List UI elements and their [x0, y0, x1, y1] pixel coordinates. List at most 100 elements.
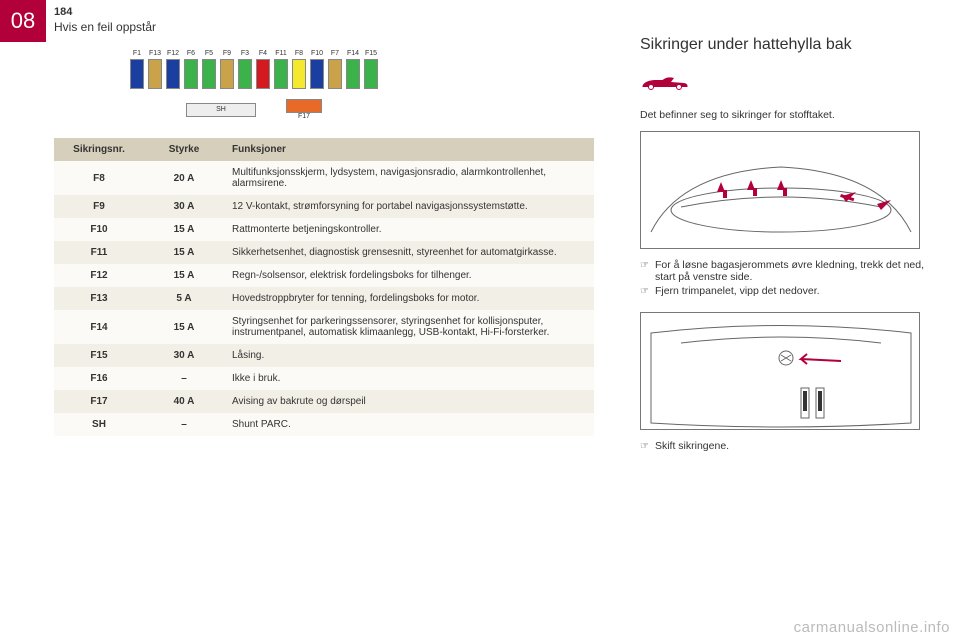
bullet-item: ☞ Skift sikringene.: [640, 440, 930, 453]
table-cell: 30 A: [144, 344, 224, 367]
fuse-block: [166, 59, 180, 89]
bullet-icon: ☞: [640, 440, 649, 453]
th-funksjoner: Funksjoner: [224, 138, 594, 161]
table-cell: Styringsenhet for parkeringssensorer, st…: [224, 310, 594, 344]
table-cell: F15: [54, 344, 144, 367]
page-subtitle: Hvis en feil oppstår: [54, 20, 156, 34]
fuse-label: F10: [310, 50, 324, 57]
fuse-label: F6: [184, 50, 198, 57]
right-title: Sikringer under hattehylla bak: [640, 36, 930, 54]
table-row: F1115 ASikkerhetsenhet, diagnostisk gren…: [54, 241, 594, 264]
table-row: F16–Ikke i bruk.: [54, 367, 594, 390]
sh-box: SH: [186, 103, 256, 117]
table-cell: 15 A: [144, 241, 224, 264]
table-cell: –: [144, 413, 224, 436]
table-cell: F10: [54, 218, 144, 241]
fuse-label: F4: [256, 50, 270, 57]
table-cell: 15 A: [144, 310, 224, 344]
table-cell: Multifunksjonsskjerm, lydsystem, navigas…: [224, 161, 594, 195]
table-row: F135 AHovedstroppbryter for tenning, for…: [54, 287, 594, 310]
fuse-row: [84, 59, 424, 89]
fuse-label: F11: [274, 50, 288, 57]
bullet-item: ☞ Fjern trimpanelet, vipp det nedover.: [640, 285, 930, 298]
right-column: Sikringer under hattehylla bak Det befin…: [640, 36, 930, 467]
bullet-text: Fjern trimpanelet, vipp det nedover.: [655, 285, 820, 298]
table-cell: Avising av bakrute og dørspeil: [224, 390, 594, 413]
fuse-label: F3: [238, 50, 252, 57]
table-cell: 15 A: [144, 218, 224, 241]
table-cell: Låsing.: [224, 344, 594, 367]
table-row: SH–Shunt PARC.: [54, 413, 594, 436]
table-row: F930 A12 V-kontakt, strømforsyning for p…: [54, 195, 594, 218]
fuse-block: [364, 59, 378, 89]
table-cell: 5 A: [144, 287, 224, 310]
fuse-label: F9: [220, 50, 234, 57]
fuse-block: [238, 59, 252, 89]
table-cell: F17: [54, 390, 144, 413]
fuse-block: [220, 59, 234, 89]
table-cell: F14: [54, 310, 144, 344]
illustration-bottom: [640, 312, 920, 430]
f17-wrap: F17: [286, 99, 322, 120]
bullets-group-2: ☞ Skift sikringene.: [640, 440, 930, 453]
fuse-block: [274, 59, 288, 89]
table-row: F1215 ARegn-/solsensor, elektrisk fordel…: [54, 264, 594, 287]
page-number: 184: [54, 6, 156, 18]
table-cell: F13: [54, 287, 144, 310]
table-cell: F8: [54, 161, 144, 195]
table-cell: Regn-/solsensor, elektrisk fordelingsbok…: [224, 264, 594, 287]
table-cell: –: [144, 367, 224, 390]
table-cell: F12: [54, 264, 144, 287]
fuse-diagram: F1F13F12F6F5F9F3F4F11F8F10F7F14F15 SH F1…: [84, 50, 424, 120]
right-note: Det befinner seg to sikringer for stofft…: [640, 109, 930, 121]
bullet-icon: ☞: [640, 259, 649, 283]
table-cell: F11: [54, 241, 144, 264]
left-column: F1F13F12F6F5F9F3F4F11F8F10F7F14F15 SH F1…: [54, 50, 594, 436]
table-cell: Sikkerhetsenhet, diagnostisk grensesnitt…: [224, 241, 594, 264]
fuse-label: F8: [292, 50, 306, 57]
illustration-top: [640, 131, 920, 249]
fuse-label: F14: [346, 50, 360, 57]
table-header-row: Sikringsnr. Styrke Funksjoner: [54, 138, 594, 161]
fuse-block: [292, 59, 306, 89]
table-row: F820 AMultifunksjonsskjerm, lydsystem, n…: [54, 161, 594, 195]
fuse-block: [328, 59, 342, 89]
table-row: F1740 AAvising av bakrute og dørspeil: [54, 390, 594, 413]
fuse-label: F13: [148, 50, 162, 57]
bullet-item: ☞For å løsne bagasjerommets øvre klednin…: [640, 259, 930, 283]
table-cell: Rattmonterte betjeningskontroller.: [224, 218, 594, 241]
table-row: F1015 ARattmonterte betjeningskontroller…: [54, 218, 594, 241]
table-cell: Hovedstroppbryter for tenning, fordeling…: [224, 287, 594, 310]
chapter-badge: 08: [0, 0, 46, 42]
fuse-label: F1: [130, 50, 144, 57]
f17-box: [286, 99, 322, 113]
th-styrke: Styrke: [144, 138, 224, 161]
f17-label: F17: [298, 113, 310, 120]
fuse-label-row: F1F13F12F6F5F9F3F4F11F8F10F7F14F15: [84, 50, 424, 57]
table-cell: 20 A: [144, 161, 224, 195]
table-cell: 40 A: [144, 390, 224, 413]
fuse-block: [310, 59, 324, 89]
fuse-label: F5: [202, 50, 216, 57]
bullet-text: Skift sikringene.: [655, 440, 729, 453]
bullet-icon: ☞: [640, 285, 649, 298]
table-cell: Shunt PARC.: [224, 413, 594, 436]
table-cell: SH: [54, 413, 144, 436]
table-cell: F9: [54, 195, 144, 218]
table-cell: F16: [54, 367, 144, 390]
bullets-group-1: ☞For å løsne bagasjerommets øvre klednin…: [640, 259, 930, 298]
table-cell: 15 A: [144, 264, 224, 287]
page-header: 184 Hvis en feil oppstår: [54, 6, 156, 34]
watermark: carmanualsonline.info: [794, 619, 950, 636]
table-cell: 30 A: [144, 195, 224, 218]
th-sikringsnr: Sikringsnr.: [54, 138, 144, 161]
fuse-block: [202, 59, 216, 89]
table-row: F1530 ALåsing.: [54, 344, 594, 367]
fuse-block: [130, 59, 144, 89]
fuse-table: Sikringsnr. Styrke Funksjoner F820 AMult…: [54, 138, 594, 436]
fuse-label: F12: [166, 50, 180, 57]
table-cell: Ikke i bruk.: [224, 367, 594, 390]
table-cell: 12 V-kontakt, strømforsyning for portabe…: [224, 195, 594, 218]
fuse-block: [148, 59, 162, 89]
fuse-label: F15: [364, 50, 378, 57]
